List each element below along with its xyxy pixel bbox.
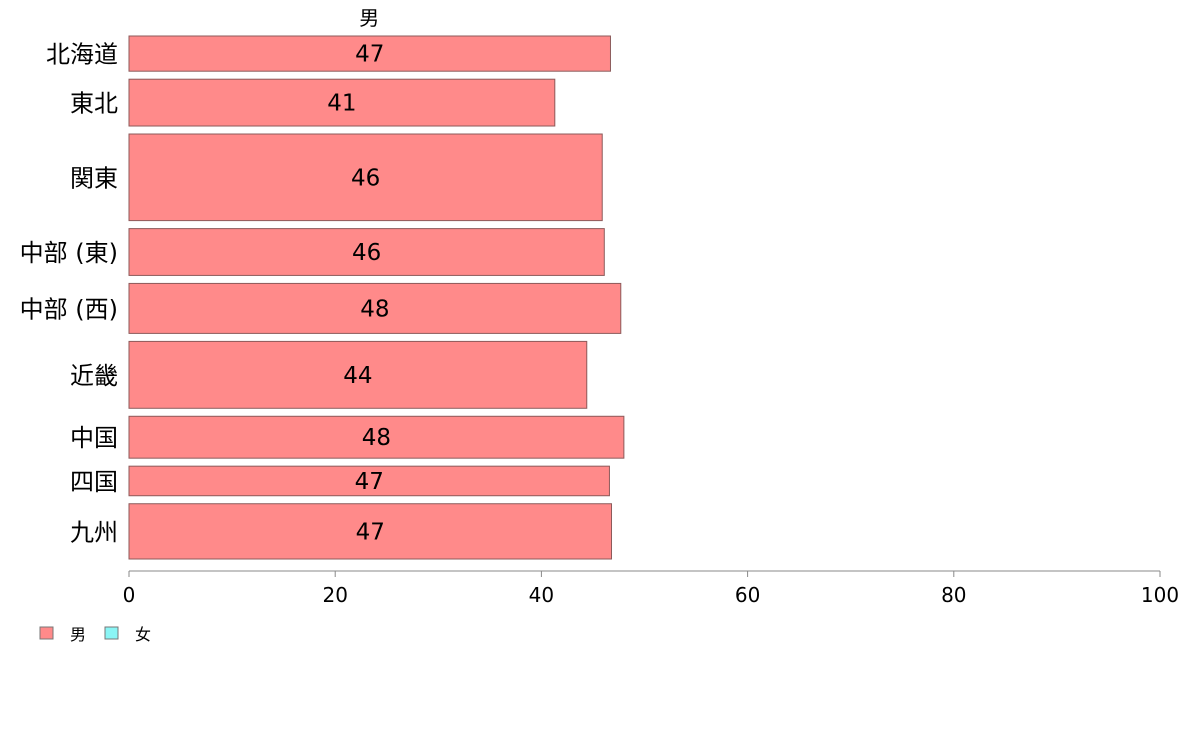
bar-value-label: 47: [356, 519, 385, 545]
category-label: 北海道: [46, 41, 118, 69]
category-label: 四国: [70, 468, 118, 496]
x-tick-label: 80: [941, 583, 966, 607]
category-label: 中国: [70, 424, 118, 452]
x-axis: 0 20 40 60 80 100: [123, 570, 1179, 607]
bar: [128, 340, 588, 409]
legend-label: 男: [70, 625, 86, 644]
bar-value-label: 46: [352, 240, 381, 266]
x-tick-label: 0: [123, 583, 136, 607]
bar-value-label: 44: [343, 363, 372, 389]
bar-value-label: 47: [355, 42, 384, 68]
category-label: 中部 (西): [20, 295, 118, 323]
bar: [128, 465, 610, 497]
category-label: 東北: [70, 90, 118, 118]
x-tick-label: 40: [529, 583, 554, 607]
legend-swatch: [104, 626, 119, 640]
bar: [128, 415, 625, 459]
bar: [128, 282, 622, 334]
x-tick-label: 60: [735, 583, 760, 607]
bar-value-label: 48: [360, 296, 389, 322]
chart-header: 男: [359, 6, 379, 30]
bar-value-label: 41: [327, 91, 356, 117]
bar: [128, 133, 603, 222]
bar: [128, 228, 605, 276]
legend-label: 女: [135, 625, 151, 644]
bar-value-label: 47: [355, 469, 384, 495]
category-label: 近畿: [70, 362, 118, 390]
bar: [128, 35, 611, 72]
category-label: 中部 (東): [20, 239, 118, 267]
bar-value-label: 48: [362, 425, 391, 451]
legend-swatch: [39, 626, 54, 640]
x-tick-label: 100: [1141, 583, 1179, 607]
bar-value-label: 46: [351, 165, 380, 191]
x-tick-label: 20: [322, 583, 347, 607]
bar: [128, 78, 556, 127]
category-label: 九州: [70, 518, 118, 546]
bar: [128, 503, 613, 560]
legend: 男女: [39, 625, 151, 644]
column-header-label: 男: [359, 6, 379, 30]
bars: 47 41 46 46 48 44 48 47 47: [128, 35, 625, 560]
category-label: 関東: [70, 164, 118, 192]
